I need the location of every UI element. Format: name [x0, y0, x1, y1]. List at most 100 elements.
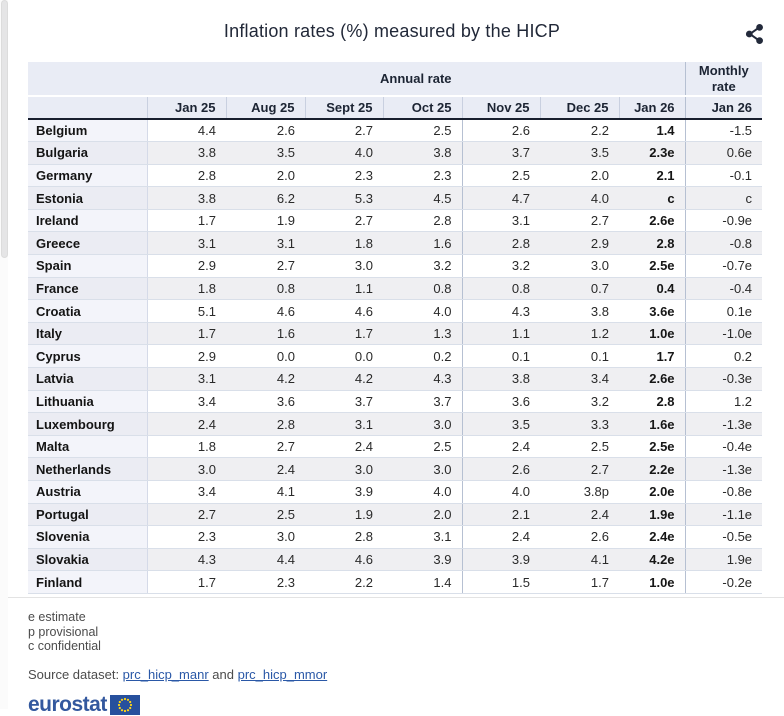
annual-rate-cell: 2.3 — [305, 164, 383, 188]
annual-rate-cell: 3.1 — [147, 367, 226, 391]
annual-rate-cell: 2.2e — [619, 457, 686, 481]
annual-rate-cell: 5.3 — [305, 186, 383, 210]
inflation-table-wrapper: Annual rate Monthly rate Jan 25 Aug 25 Sept… — [28, 62, 763, 594]
source-link-prc-hicp-mmor[interactable]: prc_hicp_mmor — [237, 666, 328, 682]
annual-rate-cell: 4.0 — [540, 186, 619, 210]
annual-rate-cell: 3.6 — [226, 390, 305, 414]
country-cell: Austria — [28, 480, 148, 504]
annual-rate-cell: 3.3 — [540, 412, 619, 436]
annual-rate-cell: 2.6e — [619, 367, 686, 391]
month-header: Dec 25 — [539, 96, 619, 120]
annual-rate-cell: 4.6 — [226, 299, 305, 323]
annual-rate-cell: 1.7 — [305, 322, 383, 346]
table-row: Netherlands 3.0 2.4 3.0 3.0 2.6 2.7 2.2e -1.3e — [28, 457, 763, 481]
annual-rate-cell: 1.0e — [619, 322, 686, 346]
country-cell: Finland — [28, 570, 148, 594]
annual-rate-cell: 0.8 — [462, 277, 540, 301]
page-scrollbar-thumb[interactable] — [1, 0, 8, 258]
monthly-rate-cell: 0.2 — [684, 344, 763, 369]
monthly-rate-cell: -1.1e — [684, 503, 763, 527]
annual-rate-cell: 3.1 — [383, 525, 463, 549]
annual-rate-cell: 3.1 — [147, 231, 226, 256]
monthly-rate-cell: 1.2 — [684, 390, 763, 414]
country-group-header — [28, 62, 147, 97]
country-cell: Slovakia — [28, 548, 148, 572]
annual-rate-cell: 4.3 — [462, 299, 540, 323]
table-row: Ireland 1.7 1.9 2.7 2.8 3.1 2.7 2.6e -0.9e — [28, 209, 763, 233]
country-cell: Netherlands — [28, 457, 148, 481]
annual-rate-cell: 3.2 — [462, 254, 540, 278]
annual-rate-cell: 2.7 — [540, 457, 619, 481]
annual-rate-cell: 2.0 — [226, 164, 305, 188]
annual-rate-cell: 1.0e — [619, 570, 686, 594]
annual-rate-cell: 1.9 — [305, 503, 383, 527]
annual-rate-cell: 5.1 — [147, 299, 226, 323]
annual-rate-cell: 3.0 — [383, 457, 463, 481]
annual-rate-cell: 1.1 — [305, 277, 383, 301]
annual-rate-cell: 6.2 — [226, 186, 305, 210]
monthly-rate-cell: -0.1 — [684, 164, 763, 188]
annual-rate-cell: 3.2 — [540, 390, 619, 414]
table-row: Belgium 4.4 2.6 2.7 2.5 2.6 2.2 1.4 -1.5 — [28, 119, 763, 143]
annual-rate-cell: 0.8 — [383, 277, 463, 301]
monthly-rate-cell: -0.9e — [684, 209, 763, 233]
annual-rate-cell: 2.2 — [305, 570, 383, 594]
annual-rate-cell: 3.8 — [147, 141, 226, 165]
annual-rate-cell: 2.1 — [462, 503, 540, 527]
annual-rate-cell: 3.4 — [147, 480, 226, 504]
monthly-rate-cell: -0.5e — [684, 525, 763, 549]
annual-rate-cell: 4.5 — [383, 186, 463, 210]
country-cell: Estonia — [28, 186, 148, 210]
group-header-row: Annual rate Monthly rate — [28, 62, 763, 97]
country-cell: Spain — [28, 254, 148, 278]
annual-rate-cell: 2.3 — [383, 164, 463, 188]
annual-rate-cell: 0.7 — [540, 277, 619, 301]
monthly-rate-cell: -0.2e — [684, 570, 763, 594]
annual-rate-cell: 2.3e — [619, 141, 686, 165]
annual-rate-cell: 4.0 — [383, 480, 463, 504]
table-row: Croatia 5.1 4.6 4.6 4.0 4.3 3.8 3.6e 0.1e — [28, 299, 763, 323]
source-prefix: Source dataset: — [28, 666, 123, 682]
annual-rate-cell: 2.0e — [619, 480, 686, 504]
annual-rate-cell: 4.1 — [540, 548, 619, 572]
annual-rate-cell: 4.2e — [619, 548, 686, 572]
annual-rate-cell: 3.7 — [462, 141, 540, 165]
country-cell: Luxembourg — [28, 412, 148, 436]
annual-rate-cell: 4.7 — [462, 186, 540, 210]
annual-rate-cell: 2.8 — [305, 525, 383, 549]
annual-rate-cell: 3.1 — [226, 231, 305, 256]
annual-rate-cell: 2.7 — [540, 209, 619, 233]
annual-rate-cell: 2.4 — [147, 412, 226, 436]
country-cell: Bulgaria — [28, 141, 148, 165]
eurostat-logo[interactable]: eurostat — [28, 694, 784, 715]
annual-rate-cell: 3.8 — [540, 299, 619, 323]
footnote-confidential: c confidential — [28, 639, 101, 654]
annual-rate-cell: 1.7 — [147, 570, 226, 594]
annual-rate-cell: 3.4 — [540, 367, 619, 391]
source-link-prc-hicp-manr[interactable]: prc_hicp_manr — [122, 666, 209, 682]
annual-rate-cell: 3.0 — [147, 457, 226, 481]
annual-rate-cell: 4.2 — [305, 367, 383, 391]
footnote-estimate: e estimate — [28, 609, 86, 624]
annual-rate-cell: 3.8p — [540, 480, 619, 504]
page-title: Inflation rates (%) measured by the HICP — [223, 21, 561, 41]
annual-rate-cell: 1.4 — [383, 570, 463, 594]
annual-rate-cell: 3.0 — [540, 254, 619, 278]
annual-rate-cell: 3.8 — [147, 186, 226, 210]
annual-rate-cell: 1.8 — [147, 435, 226, 459]
country-column-header — [28, 96, 147, 120]
table-row: Slovenia 2.3 3.0 2.8 3.1 2.4 2.6 2.4e -0.5e — [28, 525, 763, 549]
annual-rate-cell: 2.7 — [226, 254, 305, 278]
annual-rate-cell: 2.5 — [383, 435, 463, 459]
month-header: Jan 25 — [146, 96, 226, 120]
annual-rate-cell: 1.3 — [383, 322, 463, 346]
annual-rate-cell: 2.8 — [462, 231, 540, 256]
month-header-row: Jan 25 Aug 25 Sept 25 Oct 25 Nov 25 Dec 25 Jan… — [28, 96, 763, 120]
annual-rate-cell: 2.4e — [619, 525, 686, 549]
annual-rate-cell: 1.5 — [462, 570, 540, 594]
share-button[interactable] — [744, 23, 766, 45]
monthly-rate-cell: -1.5 — [684, 119, 763, 143]
annual-rate-cell: 3.8 — [462, 367, 540, 391]
country-cell: Cyprus — [28, 344, 148, 369]
table-row: Luxembourg 2.4 2.8 3.1 3.0 3.5 3.3 1.6e -1.3e — [28, 412, 763, 436]
